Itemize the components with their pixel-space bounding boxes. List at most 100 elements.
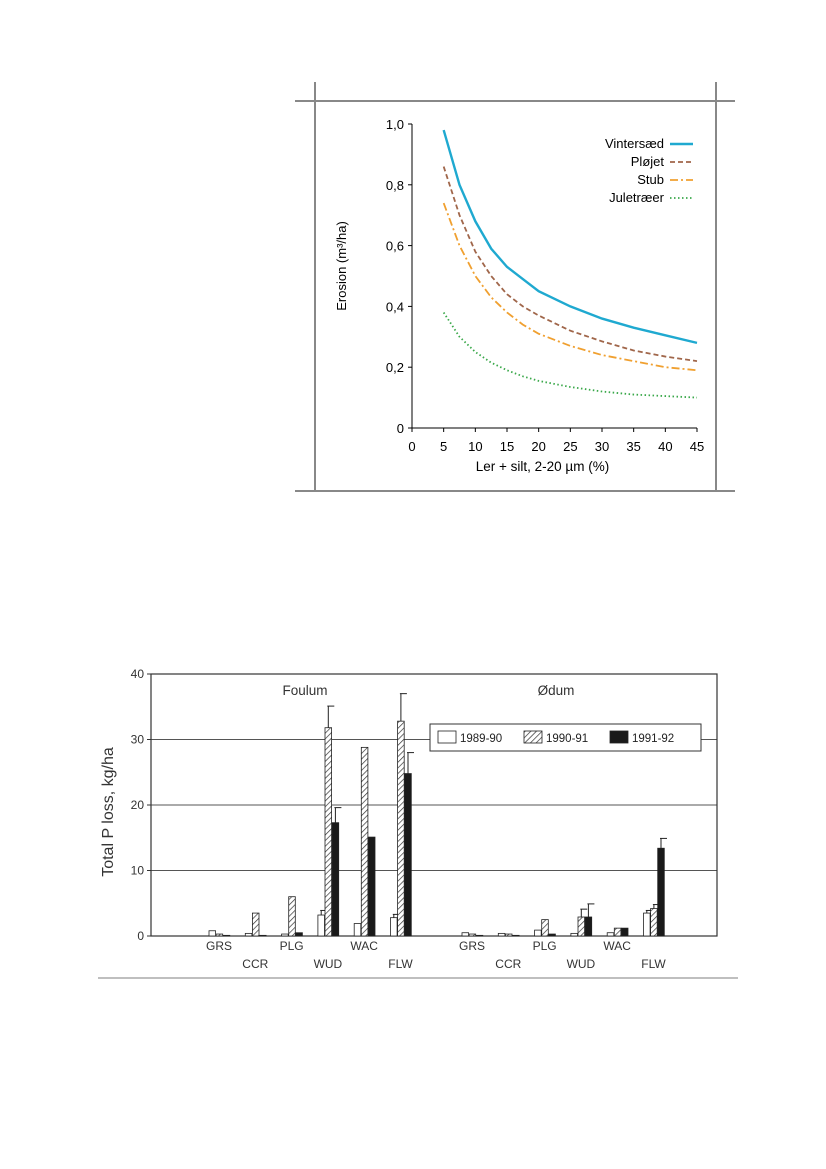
bar-Foulum-CCR-1990-91	[251, 912, 260, 937]
bar-Foulum-WUD-1989-90	[317, 914, 325, 937]
y-tick-label: 40	[131, 667, 145, 681]
series-line-2	[442, 166, 698, 363]
legend-label-3: Stub	[637, 172, 664, 187]
bar-Foulum-PLG-1991-92	[295, 932, 303, 937]
bar-Ødum-GRS-1990-91	[468, 933, 477, 937]
category-label: FLW	[388, 957, 413, 971]
y-axis-title: Erosion (m³/ha)	[334, 221, 349, 311]
bar-Foulum-WUD-1990-91	[324, 727, 332, 937]
legend-swatch-1	[437, 730, 457, 744]
bar-Ødum-FLW-1990-91	[650, 908, 658, 937]
y-tick-label: 0	[137, 929, 144, 943]
x-tick-label: 45	[690, 439, 704, 454]
category-label: PLG	[533, 939, 557, 953]
bar-Ødum-FLW-1991-92	[657, 847, 665, 937]
legend-label-2: 1990-91	[546, 733, 588, 745]
bar-Foulum-PLG-1989-90	[281, 933, 289, 937]
bar-Ødum-GRS-1989-90	[461, 932, 469, 937]
legend-label-3: 1991-92	[632, 733, 674, 745]
legend-swatch-3	[609, 730, 629, 744]
x-tick-label: 25	[563, 439, 577, 454]
bar-Foulum-FLW-1991-92	[404, 773, 412, 937]
y-tick-label: 0,4	[386, 299, 404, 314]
legend-label-1: 1989-90	[460, 733, 502, 745]
x-tick-label: 30	[595, 439, 609, 454]
x-tick-label: 5	[440, 439, 447, 454]
bar-Ødum-PLG-1990-91	[541, 919, 549, 937]
y-tick-label: 20	[131, 798, 145, 812]
line-chart-axes: 0 5 10 15 20 25 30 35 40 45 0 0,2 0,4 0,6 0,8 1,0 Ler + …	[334, 117, 704, 474]
x-tick-label: 10	[468, 439, 482, 454]
bar-Ødum-CCR-1991-92	[512, 934, 520, 937]
bar-Ødum-WUD-1991-92	[584, 916, 593, 937]
category-label: CCR	[495, 957, 521, 971]
x-tick-label: 40	[658, 439, 672, 454]
bar-Ødum-PLG-1989-90	[534, 929, 542, 937]
bar-chart-gridlines	[151, 739, 717, 871]
bar-Ødum-WAC-1991-92	[621, 927, 629, 937]
group-title: Ødum	[538, 683, 575, 698]
category-label: GRS	[459, 939, 485, 953]
bar-Ødum-WUD-1989-90	[570, 932, 578, 937]
bar-Ødum-FLW-1989-90	[643, 912, 651, 937]
legend-label-4: Juletræer	[609, 190, 665, 205]
category-label: WUD	[567, 957, 596, 971]
category-label: CCR	[242, 957, 268, 971]
legend-label-1: Vintersæd	[605, 136, 664, 151]
bar-Ødum-WAC-1990-91	[613, 927, 622, 937]
bar-Foulum-GRS-1990-91	[215, 933, 224, 937]
x-tick-label: 15	[500, 439, 514, 454]
y-tick-label: 0,2	[386, 360, 404, 375]
bar-Ødum-GRS-1991-92	[475, 934, 484, 937]
bar-Ødum-CCR-1989-90	[497, 932, 506, 937]
category-label: GRS	[206, 939, 232, 953]
y-axis-title: Total P loss, kg/ha	[100, 747, 117, 877]
category-label: WUD	[314, 957, 343, 971]
legend-label-2: Pløjet	[631, 154, 665, 169]
bar-Ødum-WUD-1990-91	[577, 916, 585, 937]
bar-Foulum-WAC-1991-92	[367, 836, 376, 937]
bar-Ødum-PLG-1991-92	[548, 933, 556, 937]
figure-frame	[295, 82, 735, 492]
bar-chart-labels: Foulum GRS CCR PLG WUD WAC FLW Ødum GRS CCR PLG WUD…	[206, 683, 666, 971]
bar-Foulum-WUD-1991-92	[331, 822, 340, 937]
series-line-1	[442, 129, 698, 345]
legend-swatch-2	[523, 730, 543, 744]
x-tick-label: 0	[408, 439, 415, 454]
bar-Foulum-WAC-1990-91	[360, 746, 369, 937]
y-tick-label: 0,6	[386, 239, 404, 254]
bar-Foulum-CCR-1989-90	[244, 932, 253, 937]
line-chart-series	[442, 129, 698, 399]
y-tick-label: 1,0	[386, 117, 404, 132]
bar-Foulum-CCR-1991-92	[259, 934, 267, 937]
line-chart-legend: Vintersæd Pløjet Stub Juletræer	[605, 136, 693, 205]
bar-Ødum-WAC-1989-90	[606, 932, 615, 937]
category-label: WAC	[350, 939, 378, 953]
category-label: PLG	[280, 939, 304, 953]
bar-Foulum-FLW-1990-91	[397, 720, 405, 937]
group-title: Foulum	[282, 683, 327, 698]
bar-chart-axes: 0 10 20 30 40 Total P loss, kg/ha	[100, 667, 718, 943]
series-line-4	[442, 311, 698, 399]
bar-chart-bars	[208, 693, 667, 937]
legend-box	[429, 723, 702, 752]
category-label: FLW	[641, 957, 666, 971]
y-tick-label: 10	[131, 864, 145, 878]
category-label: WAC	[603, 939, 631, 953]
bar-Foulum-PLG-1990-91	[288, 896, 296, 937]
bar-chart-legend: 1989-90 1990-91 1991-92	[429, 723, 702, 752]
bar-Ødum-CCR-1990-91	[504, 933, 513, 937]
plot-border	[150, 673, 718, 937]
y-tick-label: 0	[397, 421, 404, 436]
bar-Foulum-GRS-1991-92	[222, 934, 231, 937]
x-axis-title: Ler + silt, 2-20 µm (%)	[476, 459, 609, 474]
bar-Foulum-WAC-1989-90	[353, 923, 362, 937]
x-tick-label: 20	[531, 439, 545, 454]
bar-Foulum-GRS-1989-90	[208, 930, 216, 937]
bar-Foulum-FLW-1989-90	[390, 917, 398, 937]
y-tick-label: 30	[131, 733, 145, 747]
y-tick-label: 0,8	[386, 178, 404, 193]
x-tick-label: 35	[626, 439, 640, 454]
